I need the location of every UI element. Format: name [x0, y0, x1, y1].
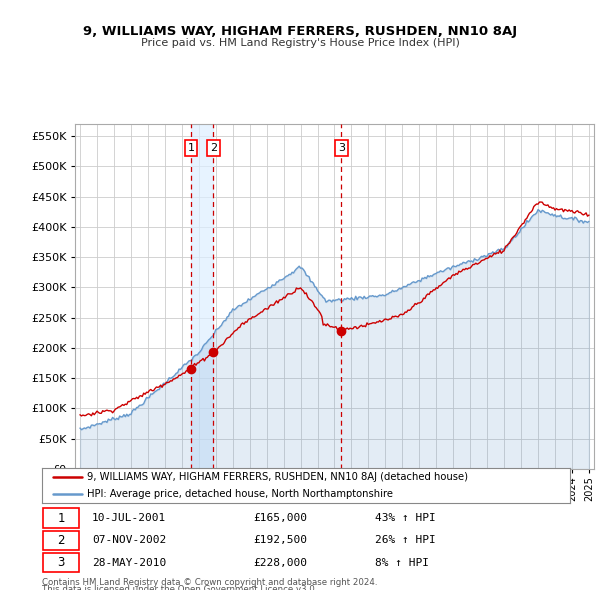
- Text: 10-JUL-2001: 10-JUL-2001: [92, 513, 166, 523]
- FancyBboxPatch shape: [43, 509, 79, 528]
- Text: 26% ↑ HPI: 26% ↑ HPI: [374, 536, 436, 545]
- Text: 07-NOV-2002: 07-NOV-2002: [92, 536, 166, 545]
- Text: 9, WILLIAMS WAY, HIGHAM FERRERS, RUSHDEN, NN10 8AJ (detached house): 9, WILLIAMS WAY, HIGHAM FERRERS, RUSHDEN…: [87, 473, 468, 483]
- FancyBboxPatch shape: [43, 553, 79, 572]
- Bar: [191, 124, 213, 469]
- Text: 2: 2: [209, 143, 217, 153]
- Text: 1: 1: [57, 512, 65, 525]
- Text: Price paid vs. HM Land Registry's House Price Index (HPI): Price paid vs. HM Land Registry's House …: [140, 38, 460, 48]
- Text: 2: 2: [57, 534, 65, 547]
- Text: 9, WILLIAMS WAY, HIGHAM FERRERS, RUSHDEN, NN10 8AJ: 9, WILLIAMS WAY, HIGHAM FERRERS, RUSHDEN…: [83, 25, 517, 38]
- Text: This data is licensed under the Open Government Licence v3.0.: This data is licensed under the Open Gov…: [42, 585, 317, 590]
- Text: 43% ↑ HPI: 43% ↑ HPI: [374, 513, 436, 523]
- Text: 3: 3: [338, 143, 345, 153]
- FancyBboxPatch shape: [43, 530, 79, 550]
- Text: £228,000: £228,000: [253, 558, 307, 568]
- Text: 28-MAY-2010: 28-MAY-2010: [92, 558, 166, 568]
- Text: £165,000: £165,000: [253, 513, 307, 523]
- Text: 3: 3: [58, 556, 65, 569]
- Text: HPI: Average price, detached house, North Northamptonshire: HPI: Average price, detached house, Nort…: [87, 489, 393, 499]
- Text: £192,500: £192,500: [253, 536, 307, 545]
- Text: 1: 1: [187, 143, 194, 153]
- Text: Contains HM Land Registry data © Crown copyright and database right 2024.: Contains HM Land Registry data © Crown c…: [42, 578, 377, 587]
- Text: 8% ↑ HPI: 8% ↑ HPI: [374, 558, 428, 568]
